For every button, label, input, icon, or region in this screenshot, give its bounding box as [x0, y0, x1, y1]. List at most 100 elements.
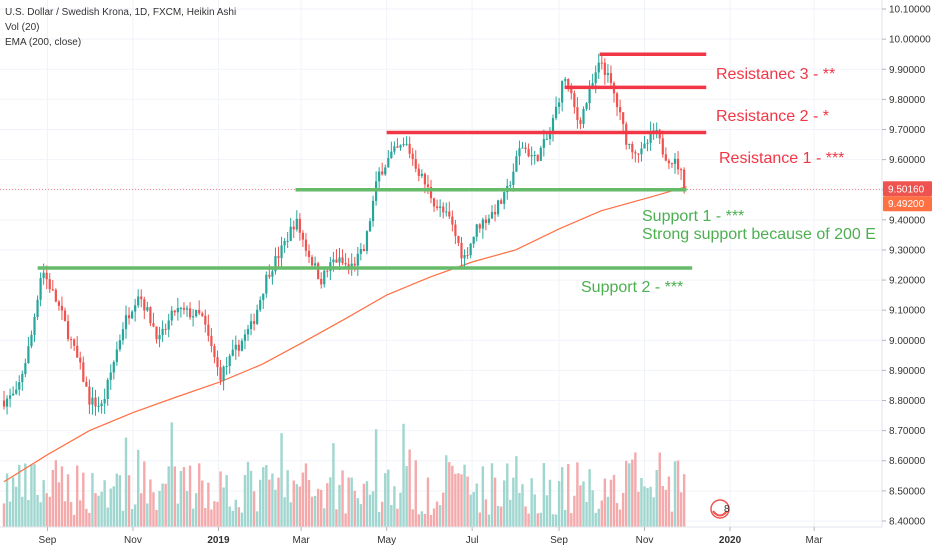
volume-bar [45, 493, 48, 527]
volume-bar [194, 493, 198, 527]
volume-bar [603, 478, 607, 527]
volume-bar [554, 514, 558, 527]
volume-bar [222, 487, 225, 527]
candle-body [307, 250, 311, 257]
badge-text: 8 [724, 504, 730, 515]
candle-body [335, 259, 338, 263]
volume-bar [594, 512, 597, 527]
candle-body [384, 167, 387, 175]
candle-body [503, 192, 506, 204]
volume-bar [377, 512, 381, 527]
volume-bar [438, 505, 442, 527]
volume-bar [621, 492, 625, 527]
volume-bar [271, 473, 274, 527]
price-tick-label: 10.00000 [889, 35, 931, 46]
candle-body [225, 366, 228, 368]
volume-bar [560, 467, 564, 527]
volume-bar [85, 508, 88, 527]
candle-body [234, 344, 237, 350]
candle-body [646, 142, 649, 144]
volume-bar [118, 475, 122, 527]
ema-indicator-label: EMA (200, close) [5, 37, 82, 48]
price-tick-label: 9.40000 [889, 215, 926, 226]
candle-body [670, 163, 674, 165]
chart-legend: U.S. Dollar / Swedish Krona, 1D, FXCM, H… [5, 5, 236, 50]
candle-body [262, 293, 265, 301]
volume-bar [289, 502, 292, 527]
candle-body [490, 212, 494, 219]
logo-badge[interactable]: 8 [710, 499, 730, 519]
volume-bar [170, 422, 173, 527]
volume-bar [33, 464, 36, 527]
candle-body [213, 346, 216, 358]
volume-bar [137, 449, 140, 527]
candle-body [423, 173, 426, 185]
candle-body [57, 301, 60, 306]
volume-bar [530, 478, 533, 527]
volume-bar [499, 506, 503, 527]
resistance-2-label: Resistance 2 - * [716, 108, 829, 125]
candle-body [661, 138, 664, 155]
volume-bar [670, 511, 674, 527]
volume-bar [353, 490, 356, 527]
volume-bar [176, 503, 180, 527]
candle-body [100, 403, 103, 406]
candle-body [283, 241, 286, 246]
candle-body [536, 155, 539, 161]
candle-body [27, 346, 30, 364]
volume-bar [652, 497, 655, 527]
volume-bar [292, 480, 295, 527]
volume-bar [252, 491, 256, 527]
volume-bar [435, 501, 439, 527]
candle-body [548, 132, 552, 139]
candle-body [472, 236, 475, 244]
volume-bar [536, 513, 539, 527]
volume-bar [140, 493, 143, 527]
volume-bar [280, 433, 283, 527]
candle-body [70, 339, 73, 341]
candle-body [124, 315, 128, 330]
candle-body [173, 310, 176, 313]
volume-bar [524, 506, 527, 527]
volume-bar [8, 501, 12, 527]
volume-bar [503, 480, 506, 527]
candle-body [368, 221, 372, 232]
price-tick-label: 10.10000 [889, 5, 931, 16]
volume-bar [356, 498, 359, 527]
candle-body [268, 274, 271, 277]
volume-bar [234, 499, 237, 527]
volume-bar [429, 514, 433, 527]
candle-body [442, 206, 445, 213]
candle-body [310, 256, 314, 266]
price-tick-label: 9.30000 [889, 245, 926, 256]
volume-bar [521, 484, 524, 527]
volume-bar [661, 486, 664, 527]
time-tick-label: 2020 [719, 535, 742, 546]
candle-body [106, 379, 109, 400]
candle-body [631, 143, 634, 153]
candle-body [109, 372, 112, 380]
candle-body [246, 328, 250, 335]
time-tick-label: Nov [124, 535, 142, 546]
volume-bar [106, 507, 109, 527]
volume-bar [210, 509, 213, 527]
candle-body [82, 362, 85, 382]
candle-body [317, 263, 320, 279]
candle-body [21, 374, 24, 383]
volume-bar [72, 514, 76, 527]
volume-bar [478, 512, 481, 527]
volume-bar [164, 483, 167, 527]
candle-body [500, 200, 503, 204]
candle-body [323, 270, 326, 285]
candle-body [134, 305, 137, 312]
volume-bar [673, 461, 677, 527]
time-scale[interactable]: Sep Nov 2019 Mar May Jul Sep Nov 2020 Mar [0, 526, 882, 546]
volume-bar [82, 472, 85, 527]
volume-bar [66, 474, 70, 527]
candle-body [30, 334, 33, 347]
volume-bar [103, 480, 106, 527]
candle-body [606, 73, 609, 75]
volume-bar [542, 463, 546, 527]
